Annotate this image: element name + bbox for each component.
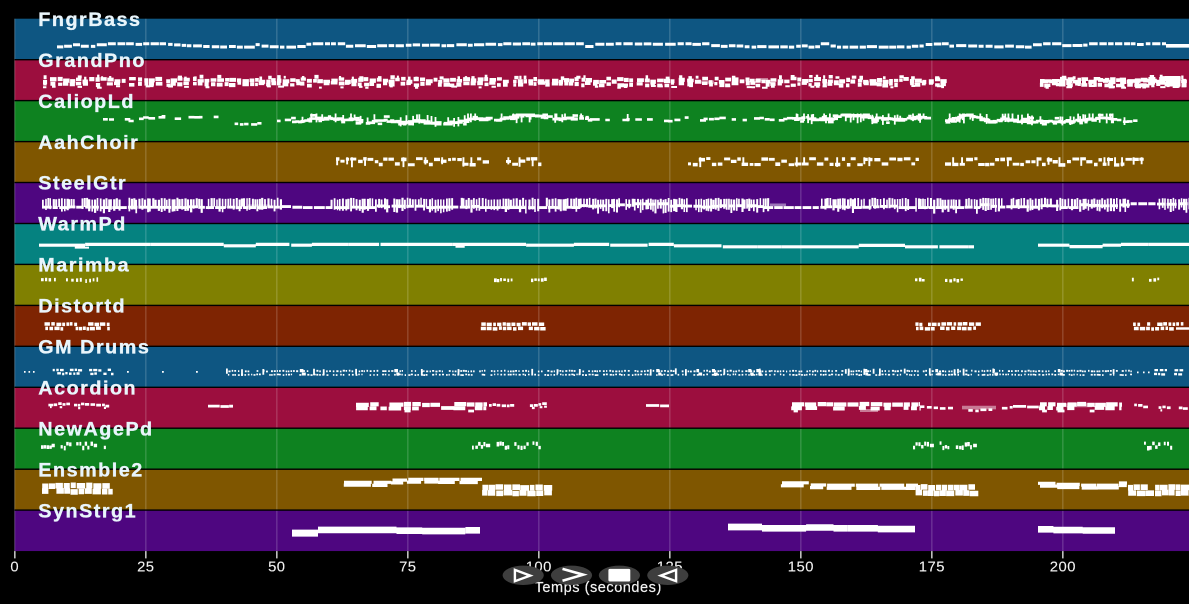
svg-text:200: 200 bbox=[1050, 560, 1076, 576]
svg-text:Acordion: Acordion bbox=[38, 377, 137, 399]
svg-text:0: 0 bbox=[10, 560, 19, 576]
svg-text:75: 75 bbox=[399, 560, 416, 576]
svg-text:175: 175 bbox=[919, 560, 945, 576]
svg-text:GrandPno: GrandPno bbox=[38, 50, 146, 72]
svg-text:Marimba: Marimba bbox=[38, 255, 130, 277]
svg-text:150: 150 bbox=[788, 560, 814, 576]
svg-text:FngrBass: FngrBass bbox=[38, 9, 141, 31]
svg-text:Distortd: Distortd bbox=[38, 296, 126, 318]
svg-text:CaliopLd: CaliopLd bbox=[38, 91, 135, 113]
svg-text:SynStrg1: SynStrg1 bbox=[38, 500, 137, 522]
svg-text:25: 25 bbox=[137, 560, 154, 576]
svg-text:WarmPd: WarmPd bbox=[38, 214, 127, 236]
svg-text:Ensmble2: Ensmble2 bbox=[38, 459, 143, 481]
svg-text:GM Drums: GM Drums bbox=[38, 337, 150, 359]
svg-text:AahChoir: AahChoir bbox=[38, 132, 139, 154]
svg-text:NewAgePd: NewAgePd bbox=[38, 418, 153, 440]
svg-text:Temps (secondes): Temps (secondes) bbox=[535, 580, 662, 596]
svg-text:SteelGtr: SteelGtr bbox=[38, 173, 127, 195]
svg-text:50: 50 bbox=[268, 560, 285, 576]
